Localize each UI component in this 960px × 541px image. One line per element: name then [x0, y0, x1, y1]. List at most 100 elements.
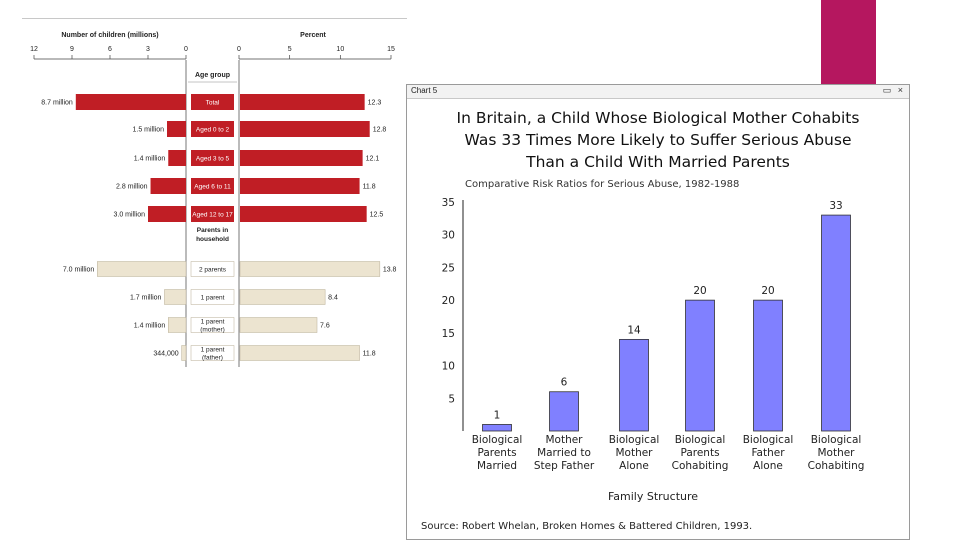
count-value-label: 8.7 million — [41, 100, 73, 107]
bar — [821, 214, 851, 432]
category-label: Mother — [817, 447, 855, 459]
y-tick-label: 25 — [442, 262, 455, 274]
bar — [753, 299, 783, 432]
right-tick-label: 15 — [387, 46, 395, 53]
right-tick-label: 0 — [237, 46, 241, 53]
category-box — [191, 150, 234, 166]
group-header: household — [196, 236, 229, 243]
children-count-percent-chart: Number of children (millions) Percent 12 9 6… — [30, 32, 397, 367]
category-label: Mother — [615, 447, 653, 459]
bar-value-label: 33 — [829, 200, 842, 212]
left-tick-label: 12 — [30, 46, 38, 53]
count-value-label: 7.0 million — [63, 267, 95, 274]
category-label: Biological — [811, 434, 862, 446]
percent-value-label: 12.5 — [370, 212, 384, 219]
bar-value-label: 14 — [627, 324, 641, 336]
count-bar — [167, 121, 186, 137]
y-tick-label: 20 — [442, 295, 455, 307]
percent-value-label: 12.1 — [366, 156, 380, 163]
percent-bar — [240, 150, 363, 166]
category-box — [190, 345, 235, 361]
bar-value-label: 20 — [761, 285, 774, 297]
count-bar — [168, 317, 187, 333]
percent-bar — [239, 289, 326, 305]
category-label: 1 parent — [201, 347, 225, 354]
category-label: Aged 3 to 5 — [196, 156, 230, 163]
count-bar — [75, 94, 186, 110]
top-rule — [22, 18, 407, 19]
count-value-label: 3.0 million — [113, 212, 145, 219]
category-label: Cohabiting — [672, 460, 729, 472]
percent-value-label: 7.6 — [320, 323, 330, 330]
category-label: Married to — [537, 447, 591, 459]
category-label: Aged 6 to 11 — [194, 184, 231, 191]
bar — [549, 391, 579, 432]
right-tick-label: 10 — [336, 46, 344, 53]
right-tick-label: 5 — [288, 46, 292, 53]
percent-bar — [240, 121, 370, 137]
category-label: Mother — [545, 434, 583, 446]
window-controls-icon[interactable]: ▭ × — [882, 85, 905, 95]
category-label: Cohabiting — [808, 460, 865, 472]
center-column-header: Age group — [195, 72, 230, 79]
category-label: 1 parent — [201, 295, 225, 302]
chart-window: Chart 5 ▭ × In Britain, a Child Whose Bi… — [406, 84, 910, 540]
count-bar — [164, 289, 187, 305]
left-axis-title: Number of children (millions) — [61, 32, 158, 39]
percent-bar — [240, 206, 367, 222]
count-value-label: 1.7 million — [130, 295, 162, 302]
y-tick-label: 5 — [448, 393, 455, 405]
percent-value-label: 11.8 — [363, 351, 376, 358]
category-box — [191, 178, 234, 194]
category-label: Parents — [680, 447, 719, 459]
category-label: 1 parent — [201, 319, 225, 326]
y-tick-label: 35 — [442, 197, 455, 209]
category-label: (father) — [202, 355, 223, 362]
bar — [482, 424, 512, 432]
chart-source: Source: Robert Whelan, Broken Homes & Ba… — [421, 521, 753, 532]
category-label: Aged 12 to 17 — [192, 212, 233, 219]
category-label: Alone — [753, 460, 783, 472]
chart-window-titlebar: Chart 5 ▭ × — [407, 85, 909, 99]
count-bar — [148, 206, 186, 222]
category-label: 2 parents — [199, 267, 227, 274]
bar — [685, 299, 715, 432]
percent-bar — [240, 178, 360, 194]
x-axis-title: Family Structure — [608, 490, 698, 503]
percent-value-label: 13.8 — [383, 267, 397, 274]
percent-value-label: 12.3 — [368, 100, 382, 107]
category-box — [190, 289, 235, 305]
category-label: Step Father — [534, 460, 595, 472]
category-label: Biological — [743, 434, 794, 446]
count-value-label: 1.5 million — [132, 127, 164, 134]
percent-bar — [239, 261, 381, 277]
count-value-label: 1.4 million — [134, 156, 166, 163]
count-bar — [97, 261, 187, 277]
percent-value-label: 8.4 — [328, 295, 338, 302]
percent-value-label: 12.8 — [373, 127, 387, 134]
percent-bar — [239, 317, 318, 333]
category-label: Biological — [675, 434, 726, 446]
chart-window-label: Chart 5 — [411, 86, 438, 95]
group-header: Parents in — [197, 227, 228, 234]
percent-value-label: 11.8 — [363, 184, 376, 191]
count-value-label: 344,000 — [153, 351, 178, 358]
left-tick-label: 0 — [184, 46, 188, 53]
category-label: Married — [477, 460, 517, 472]
y-tick-label: 30 — [442, 230, 455, 242]
count-value-label: 2.8 million — [116, 184, 148, 191]
category-box — [191, 206, 234, 222]
category-box — [191, 121, 234, 137]
left-tick-label: 9 — [70, 46, 74, 53]
y-tick-label: 15 — [442, 328, 455, 340]
bar-value-label: 20 — [693, 285, 706, 297]
count-bar — [168, 150, 186, 166]
count-bar — [181, 345, 187, 361]
count-value-label: 1.4 million — [134, 323, 166, 330]
category-box — [191, 94, 234, 110]
category-box — [190, 261, 235, 277]
category-box — [190, 317, 235, 333]
category-label: Biological — [472, 434, 523, 446]
bar-value-label: 6 — [561, 377, 568, 389]
category-label: Alone — [619, 460, 649, 472]
